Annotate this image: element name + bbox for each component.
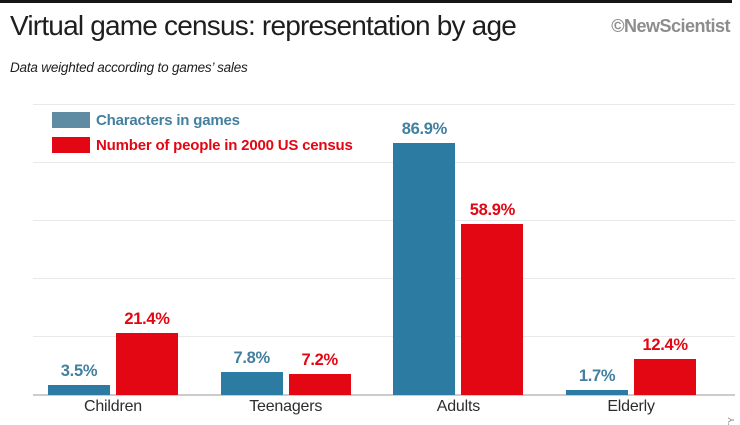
newscientist-logo: ©NewScientist [611,16,730,36]
page-title: Virtual game census: representation by a… [10,10,517,41]
value-label-census-elderly: 12.4% [642,336,688,355]
x-axis-baseline [33,394,735,396]
legend-item: Number of people in 2000 US census [52,136,353,154]
gridline-20 [33,336,735,337]
value-label-games-children: 3.5% [60,361,98,380]
source-credit: SOURCE: NEW MEDIA AND SOCIETY [726,417,736,425]
legend-label-characters: Characters in games [96,111,240,129]
gridline-40 [33,278,735,279]
gridline-80 [33,162,735,163]
bar-census-children [116,332,178,395]
bar-census-adults [461,224,524,395]
bar-games-adults [393,143,456,395]
value-label-census-children: 21.4% [124,309,170,328]
top-rule [0,0,732,3]
legend-label-census: Number of people in 2000 US census [96,136,353,154]
gridline-60 [33,220,735,221]
legend-item: Characters in games [52,111,353,129]
category-label-children: Children [84,398,142,415]
legend-swatch-characters [52,112,90,128]
value-label-games-adults: 86.9% [401,120,448,138]
legend-swatch-census [52,137,90,153]
value-label-games-teenagers: 7.8% [233,349,270,368]
bar-census-elderly [634,359,697,395]
chart-subtitle: Data weighted according to games’ sales [10,60,248,75]
bar-games-teenagers [220,372,283,395]
chart-area: 3.5% 21.4% Children 7.8% 7.2% Teenagers 86.9% 5… [33,104,735,415]
gridline-100 [33,104,735,105]
value-label-games-elderly: 1.7% [578,367,616,386]
value-label-census-teenagers: 7.2% [301,351,338,370]
bar-games-children [48,384,110,395]
category-label-teenagers: Teenagers [249,398,323,415]
bar-games-elderly [566,390,629,395]
category-label-adults: Adults [436,398,481,415]
category-label-elderly: Elderly [607,398,655,415]
legend: Characters in games Number of people in … [52,112,353,162]
value-label-census-adults: 58.9% [469,201,516,220]
bar-census-teenagers [288,374,351,395]
